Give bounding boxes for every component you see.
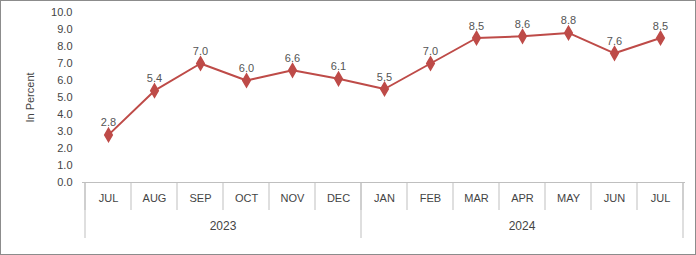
svg-text:AUG: AUG: [143, 192, 167, 204]
svg-text:10.0: 10.0: [51, 6, 72, 18]
svg-text:MAY: MAY: [557, 192, 581, 204]
svg-text:8.0: 8.0: [57, 40, 72, 52]
svg-text:6.1: 6.1: [331, 60, 346, 72]
svg-text:2.8: 2.8: [101, 116, 116, 128]
svg-text:7.6: 7.6: [607, 35, 622, 47]
svg-text:8.5: 8.5: [469, 20, 484, 32]
svg-text:4.0: 4.0: [57, 108, 72, 120]
svg-text:JUL: JUL: [651, 192, 671, 204]
svg-text:NOV: NOV: [281, 192, 306, 204]
svg-text:JUN: JUN: [604, 192, 625, 204]
svg-text:APR: APR: [511, 192, 534, 204]
svg-text:JUL: JUL: [99, 192, 119, 204]
svg-text:6.0: 6.0: [239, 62, 254, 74]
svg-text:8.5: 8.5: [653, 20, 668, 32]
svg-text:MAR: MAR: [464, 192, 489, 204]
svg-text:OCT: OCT: [235, 192, 259, 204]
svg-text:In Percent: In Percent: [24, 72, 36, 122]
svg-text:6.6: 6.6: [285, 52, 300, 64]
svg-text:SEP: SEP: [189, 192, 211, 204]
svg-text:6.0: 6.0: [57, 74, 72, 86]
svg-text:9.0: 9.0: [57, 23, 72, 35]
svg-text:2.0: 2.0: [57, 142, 72, 154]
svg-text:2024: 2024: [509, 219, 536, 233]
svg-text:JAN: JAN: [374, 192, 395, 204]
svg-text:DEC: DEC: [327, 192, 350, 204]
svg-text:7.0: 7.0: [423, 45, 438, 57]
svg-text:FEB: FEB: [420, 192, 441, 204]
svg-text:7.0: 7.0: [193, 45, 208, 57]
svg-text:3.0: 3.0: [57, 125, 72, 137]
svg-text:5.5: 5.5: [377, 71, 392, 83]
svg-text:5.4: 5.4: [147, 72, 162, 84]
svg-text:2023: 2023: [210, 219, 237, 233]
svg-text:5.0: 5.0: [57, 91, 72, 103]
svg-text:0.0: 0.0: [57, 176, 72, 188]
svg-text:8.8: 8.8: [561, 14, 576, 26]
svg-text:1.0: 1.0: [57, 159, 72, 171]
svg-text:7.0: 7.0: [57, 57, 72, 69]
svg-text:8.6: 8.6: [515, 18, 530, 30]
